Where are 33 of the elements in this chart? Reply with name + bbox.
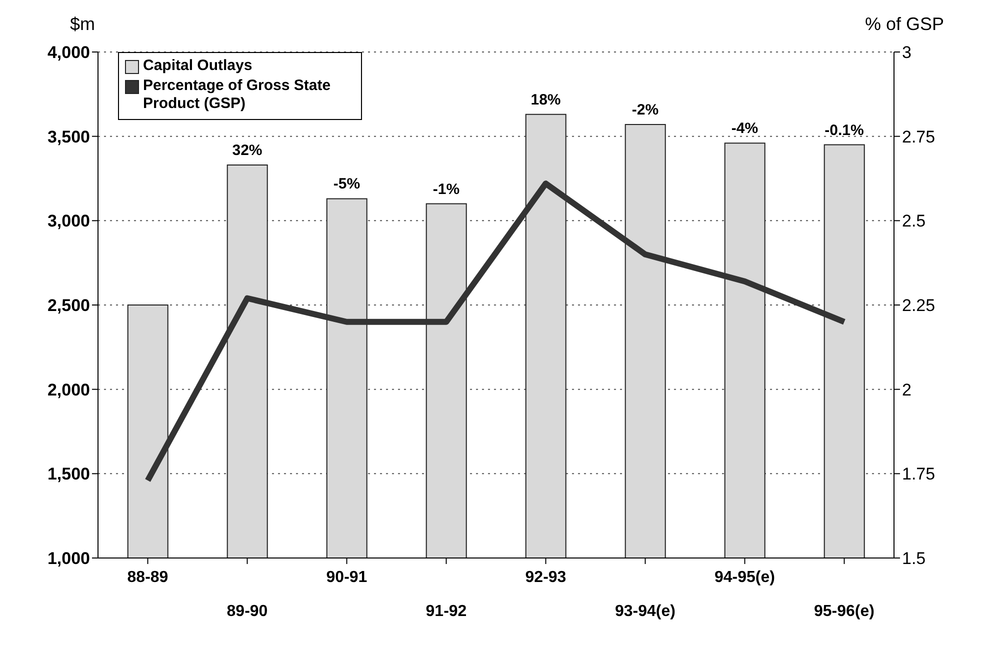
- y-axis-title: $m: [70, 14, 96, 35]
- legend-label: Capital Outlays: [143, 57, 252, 75]
- x-tick-label: 95-96(e): [814, 603, 874, 620]
- x-tick-label: 93-94(e): [615, 603, 676, 620]
- y2-axis-title: % of GSP: [864, 14, 944, 35]
- annotation: -1%: [432, 180, 460, 198]
- annotation: -5%: [333, 176, 360, 193]
- x-tick-label: 91-92: [426, 603, 467, 620]
- y2-tick-label: 2: [902, 380, 912, 400]
- x-tick-label: 90-91: [326, 569, 368, 586]
- annotation: 32%: [232, 142, 262, 160]
- y-tick-label: 3,000: [47, 212, 90, 231]
- annotation: -4%: [731, 120, 758, 138]
- y-tick-label: 1,500: [47, 464, 90, 484]
- y-tick-label: 3,500: [47, 127, 90, 146]
- x-tick-label: 88-89: [127, 569, 168, 586]
- legend-label: Percentage of Gross State Product (GSP): [143, 77, 332, 113]
- y2-tick-label: 2.25: [902, 296, 936, 316]
- y2-tick-label: 1.5: [902, 549, 926, 568]
- y2-tick-label: 2.5: [902, 212, 926, 231]
- y2-tick-label: 2.75: [902, 127, 936, 146]
- y2-tick-label: 1.75: [902, 464, 936, 484]
- y-tick-label: 2,500: [47, 296, 90, 316]
- y-tick-label: 2,000: [47, 380, 90, 400]
- x-tick-label: 92-93: [525, 569, 566, 586]
- y2-tick-label: 3: [902, 43, 912, 62]
- y-tick-label: 1,000: [47, 549, 90, 568]
- y-tick-label: 4,000: [47, 43, 90, 62]
- x-tick-label: 89-90: [226, 603, 268, 620]
- x-tick-label: 94-95(e): [714, 569, 775, 586]
- annotation: 18%: [530, 91, 561, 108]
- annotation: -0.1%: [824, 122, 864, 139]
- annotation: -2%: [632, 102, 659, 119]
